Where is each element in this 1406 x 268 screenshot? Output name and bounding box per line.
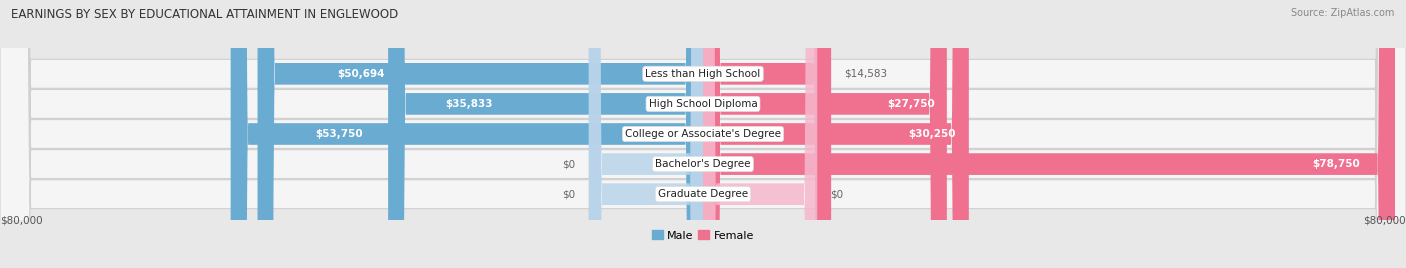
- Text: $53,750: $53,750: [316, 129, 363, 139]
- FancyBboxPatch shape: [703, 0, 817, 268]
- FancyBboxPatch shape: [703, 0, 969, 268]
- FancyBboxPatch shape: [231, 0, 703, 268]
- Text: Bachelor's Degree: Bachelor's Degree: [655, 159, 751, 169]
- Text: $0: $0: [562, 189, 575, 199]
- Text: Graduate Degree: Graduate Degree: [658, 189, 748, 199]
- Text: Source: ZipAtlas.com: Source: ZipAtlas.com: [1291, 8, 1395, 18]
- Text: $50,694: $50,694: [337, 69, 385, 79]
- FancyBboxPatch shape: [388, 0, 703, 268]
- Text: High School Diploma: High School Diploma: [648, 99, 758, 109]
- FancyBboxPatch shape: [703, 0, 831, 268]
- Legend: Male, Female: Male, Female: [647, 226, 759, 245]
- Text: $0: $0: [831, 189, 844, 199]
- FancyBboxPatch shape: [703, 0, 946, 268]
- Text: College or Associate's Degree: College or Associate's Degree: [626, 129, 780, 139]
- Text: $14,583: $14,583: [845, 69, 887, 79]
- Text: $35,833: $35,833: [444, 99, 492, 109]
- Text: Less than High School: Less than High School: [645, 69, 761, 79]
- FancyBboxPatch shape: [257, 0, 703, 268]
- FancyBboxPatch shape: [589, 0, 703, 268]
- Text: $78,750: $78,750: [1313, 159, 1361, 169]
- Text: EARNINGS BY SEX BY EDUCATIONAL ATTAINMENT IN ENGLEWOOD: EARNINGS BY SEX BY EDUCATIONAL ATTAINMEN…: [11, 8, 398, 21]
- Text: $30,250: $30,250: [908, 129, 956, 139]
- Text: $27,750: $27,750: [887, 99, 935, 109]
- Text: $80,000: $80,000: [0, 216, 42, 226]
- Text: $0: $0: [562, 159, 575, 169]
- FancyBboxPatch shape: [703, 0, 1395, 268]
- FancyBboxPatch shape: [589, 0, 703, 268]
- Text: $80,000: $80,000: [1364, 216, 1406, 226]
